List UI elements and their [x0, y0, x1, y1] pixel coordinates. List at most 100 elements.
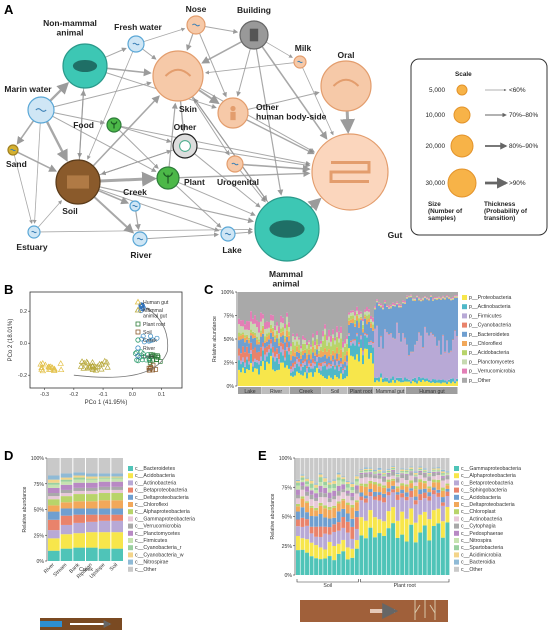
- phylum-bar-segment: [324, 334, 326, 349]
- phylum-bar-segment: [430, 292, 432, 296]
- phylum-bar-segment: [262, 314, 264, 319]
- phylum-bar-segment: [380, 306, 382, 308]
- milk-icon: [297, 60, 303, 64]
- phylum-bar-segment: [262, 350, 264, 362]
- phylum-bar-segment: [352, 310, 354, 313]
- phylum-bar-segment: [370, 353, 372, 386]
- phylum-bar-segment: [338, 338, 340, 343]
- phylum-bar-segment: [386, 332, 388, 378]
- phylum-bar-segment: [358, 343, 360, 347]
- phylum-bar-segment: [438, 296, 440, 298]
- edge-otherhuman-oral: [247, 91, 320, 111]
- soilroot-bar-segment: [363, 469, 368, 472]
- soilroot-landscape-roots: [414, 600, 436, 620]
- soilroot-bar-segment: [386, 495, 391, 512]
- phylum-bar-segment: [266, 352, 268, 357]
- soilroot-bar-segment: [323, 481, 328, 486]
- legend-size-circle: [456, 84, 468, 96]
- soilroot-bar-segment: [332, 479, 337, 481]
- mouth-icon: [332, 78, 360, 87]
- edge-food-other: [120, 126, 172, 144]
- phylum-bar-segment: [356, 354, 358, 386]
- soilroot-bar-segment: [345, 559, 350, 575]
- soilroot-bar-segment: [427, 474, 432, 476]
- soilroot-bar-segment: [418, 467, 423, 469]
- phylum-bar-segment: [254, 315, 256, 324]
- phylum-bar-segment: [374, 308, 376, 310]
- phylum-bar-segment: [340, 373, 342, 386]
- phylum-bar-segment: [278, 292, 280, 327]
- soilroot-bar-segment: [373, 475, 377, 479]
- phylum-bar-segment: [404, 377, 406, 382]
- phylum-bar-segment: [376, 302, 378, 326]
- phylum-bar-segment: [448, 353, 450, 380]
- phylum-bar-segment: [438, 292, 440, 297]
- soilroot-bar-segment: [305, 525, 309, 540]
- phylum-bar-segment: [336, 358, 338, 362]
- creek-bar-segment: [48, 458, 60, 476]
- phylum-bar-segment: [374, 329, 376, 378]
- phylum-bar-segment: [430, 332, 432, 382]
- phylum-bar-segment: [362, 321, 364, 325]
- phylum-bar-segment: [430, 297, 432, 333]
- phylum-bar-segment: [268, 363, 270, 386]
- phylum-bar-segment: [302, 343, 304, 351]
- phylum-bar-segment: [280, 322, 282, 329]
- phylum-bar-segment: [256, 320, 258, 328]
- phylum-bar-segment: [452, 378, 454, 382]
- phylum-bar-segment: [328, 364, 330, 369]
- phylum-bar-segment: [382, 378, 384, 383]
- creek-legend-label: c__Chloroflexi: [135, 502, 168, 508]
- phylum-bar-segment: [320, 292, 322, 341]
- phylum-bar-segment: [454, 292, 456, 296]
- phylum-bar-segment: [390, 378, 392, 383]
- phylum-bar-segment: [302, 366, 304, 376]
- edge-skin-other: [179, 100, 187, 133]
- phylum-bar-segment: [298, 339, 300, 345]
- phylum-bar-segment: [424, 298, 426, 327]
- node-skin: Skin: [152, 50, 204, 114]
- phylum-bar-segment: [308, 341, 310, 344]
- phylum-bar-segment: [328, 336, 330, 343]
- phylum-bar-segment: [446, 295, 448, 297]
- phylum-bar-segment: [382, 308, 384, 309]
- soilroot-bar-segment: [341, 517, 346, 528]
- phylum-bar-segment: [402, 300, 404, 303]
- phylum-bar-segment: [334, 353, 336, 360]
- phylum-bar-segment: [298, 350, 300, 353]
- phylum-bar-segment: [256, 352, 258, 360]
- phylum-bar-segment: [286, 351, 288, 366]
- phylum-bar-segment: [258, 361, 260, 365]
- phylum-bar-segment: [364, 311, 366, 315]
- phylum-bar-segment: [332, 365, 334, 380]
- soilroot-bar-segment: [418, 466, 423, 468]
- phylum-bar-segment: [260, 336, 262, 348]
- phylum-bar-segment: [244, 337, 246, 343]
- phylum-bar-segment: [436, 382, 438, 386]
- phylum-bar-segment: [246, 329, 248, 335]
- soilroot-bar-segment: [309, 479, 314, 481]
- phylum-bar-segment: [392, 376, 394, 381]
- phylum-bar-segment: [288, 327, 290, 332]
- creek-class-abundance-chart: 0%25%50%75%100%Relative abundanceRiverSt…: [22, 456, 195, 630]
- soilroot-bar-segment: [354, 489, 359, 494]
- soilroot-bar-segment: [359, 500, 364, 518]
- soilroot-bar-segment: [296, 503, 300, 507]
- phylum-bar-segment: [320, 366, 322, 371]
- phylum-bar-segment: [436, 346, 438, 381]
- soilroot-bar-segment: [386, 479, 391, 482]
- phylum-bar-segment: [336, 292, 338, 327]
- edge-freshwater-skin: [142, 48, 157, 60]
- soilroot-legend-label: c__Chloroplast: [461, 509, 496, 515]
- phylum-bar-segment: [294, 375, 296, 386]
- phylum-bar-segment: [308, 343, 310, 350]
- soilroot-bar-segment: [391, 523, 396, 575]
- soilroot-bar-segment: [327, 498, 332, 503]
- phylum-bar-segment: [370, 315, 372, 320]
- phylum-bar-segment: [282, 335, 284, 344]
- phylum-bar-segment: [292, 341, 294, 350]
- phylum-bar-segment: [248, 330, 250, 338]
- soilroot-bar-segment: [373, 474, 377, 476]
- phylum-bar-segment: [338, 360, 340, 365]
- legend-thickness-caption: Thickness (Probability of transition): [484, 201, 528, 222]
